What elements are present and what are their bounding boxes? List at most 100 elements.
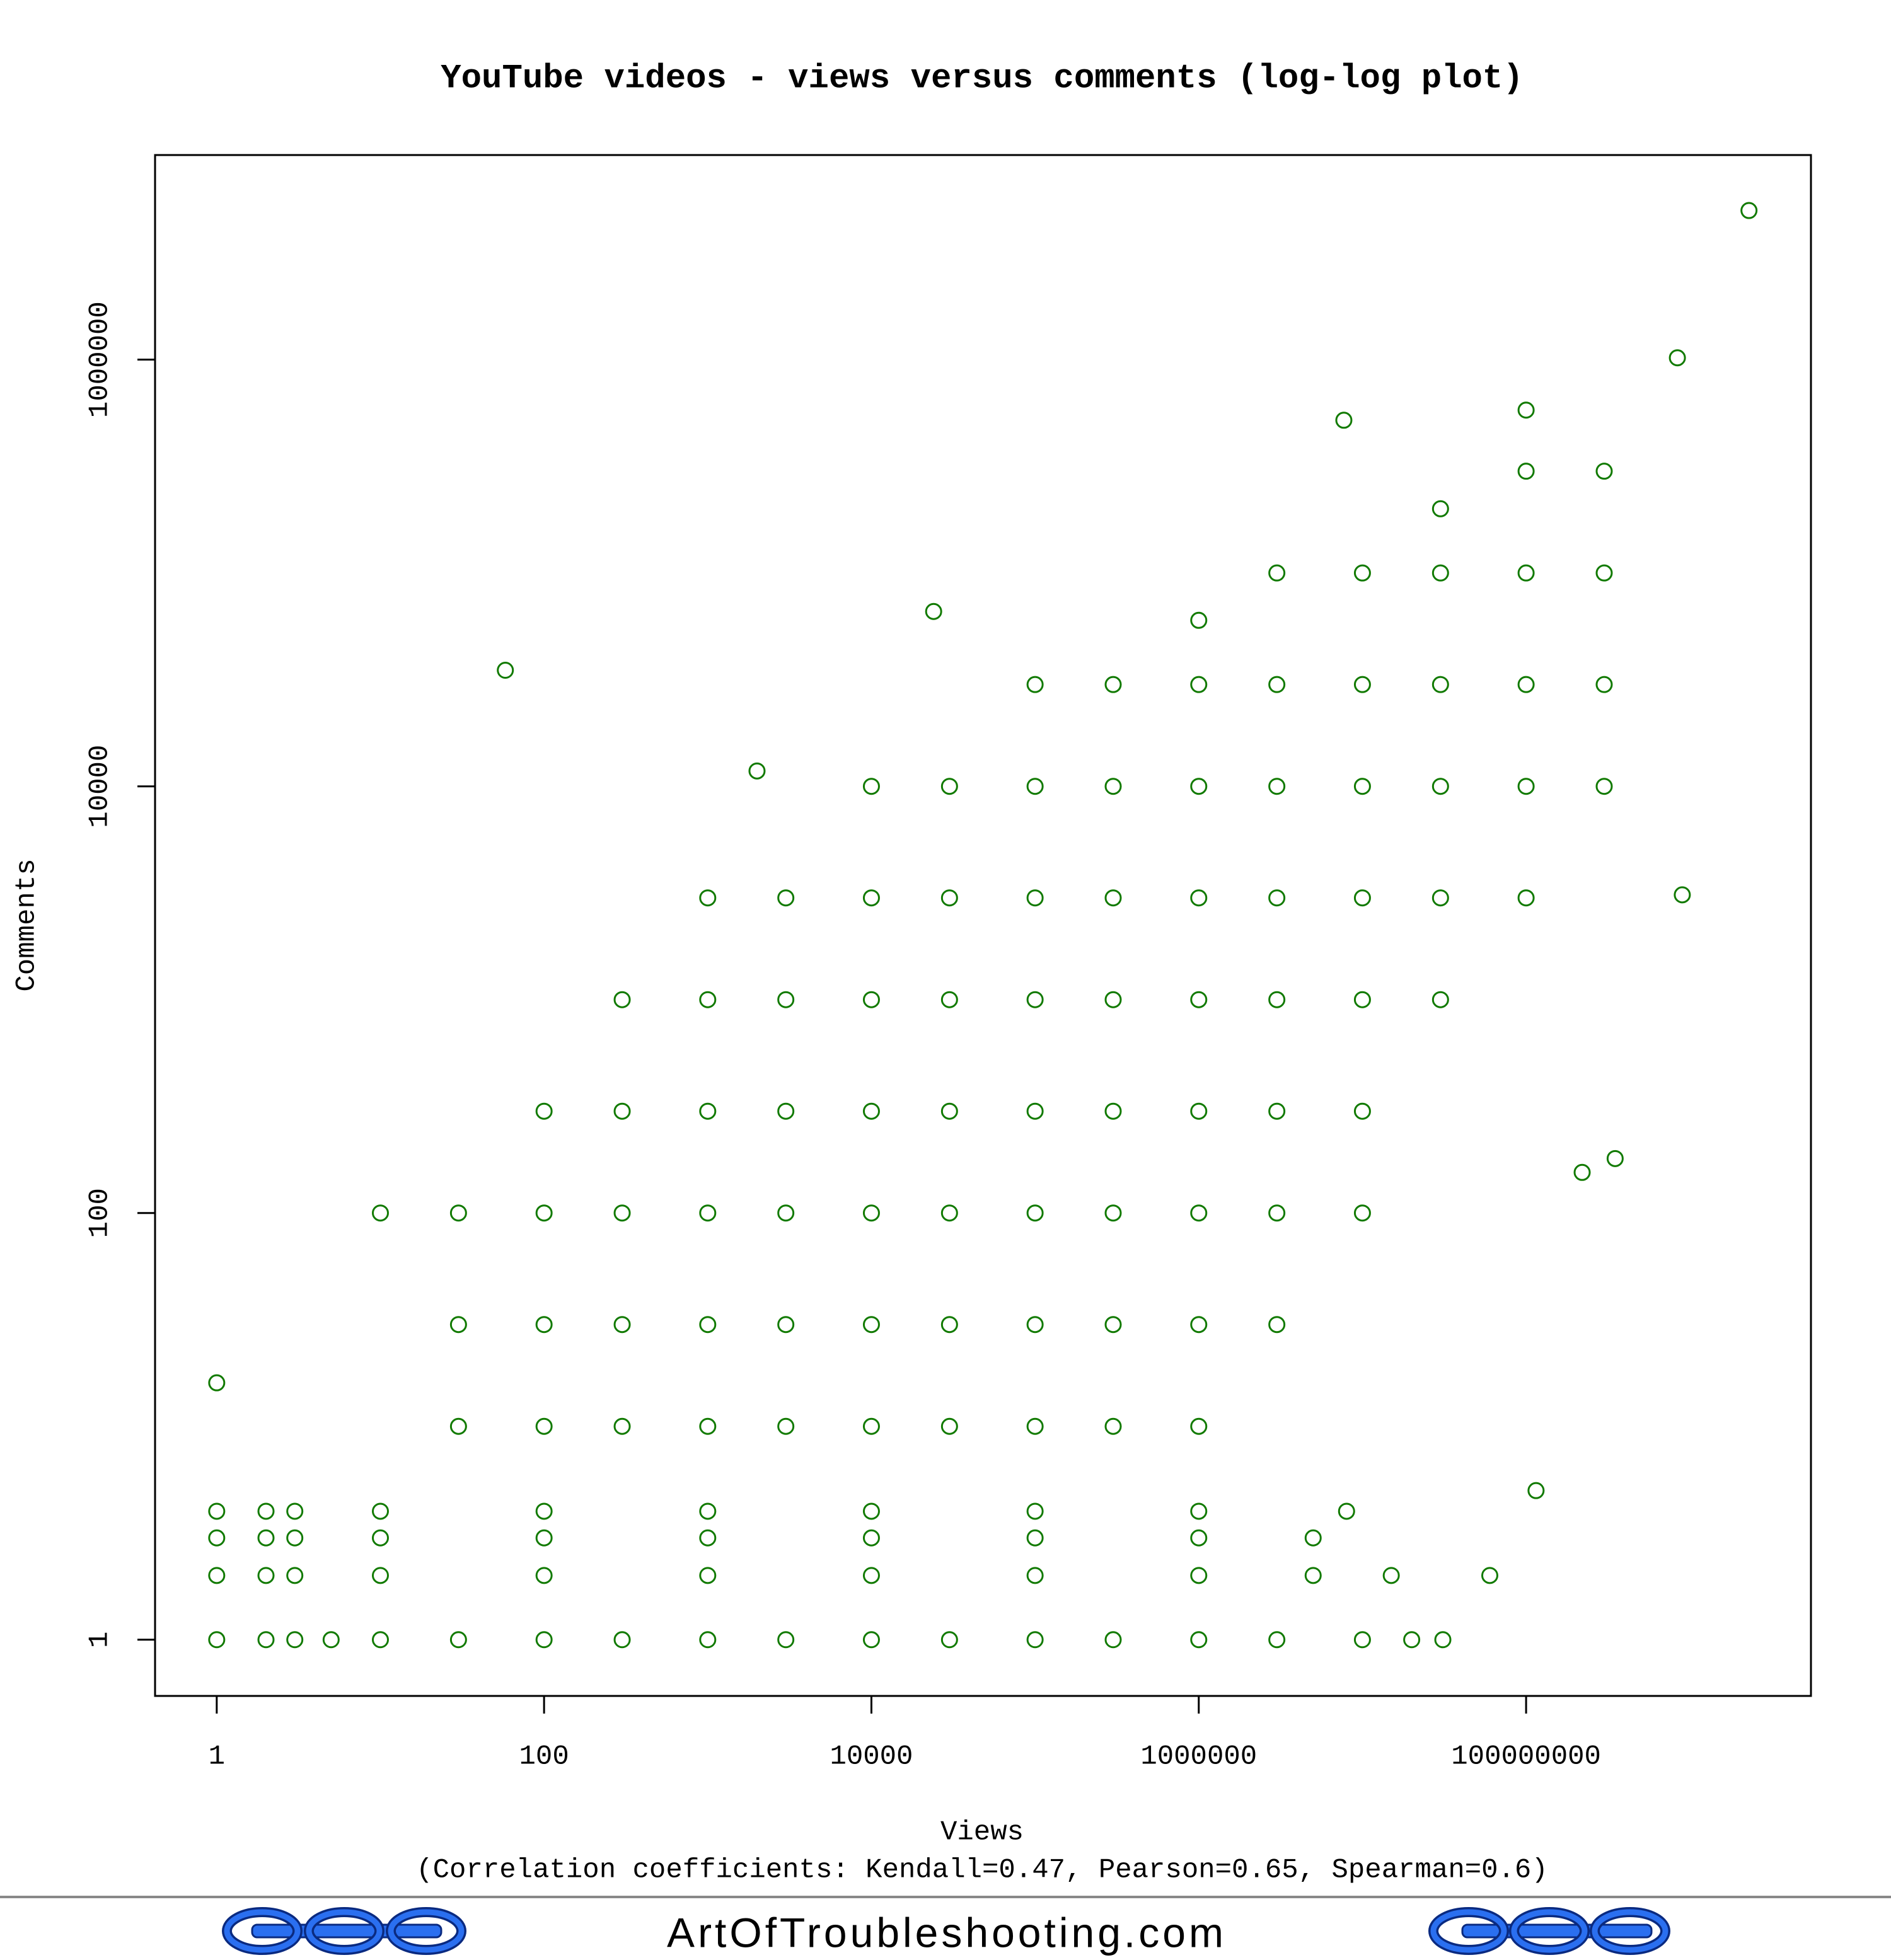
point xyxy=(1190,1502,1208,1520)
point xyxy=(748,762,766,780)
point xyxy=(1431,500,1449,517)
plot-frame xyxy=(154,154,1812,1697)
point xyxy=(257,1567,275,1584)
point xyxy=(371,1502,389,1520)
point xyxy=(1026,1102,1044,1120)
point xyxy=(449,1631,467,1649)
x-tick-label: 10000 xyxy=(830,1741,913,1773)
point xyxy=(862,1529,880,1547)
point xyxy=(1527,1482,1545,1499)
point xyxy=(371,1631,389,1649)
point xyxy=(699,1502,717,1520)
point xyxy=(613,1417,631,1435)
point xyxy=(1431,991,1449,1008)
point xyxy=(371,1204,389,1222)
point xyxy=(777,1102,795,1120)
point xyxy=(1353,778,1371,795)
point xyxy=(613,1102,631,1120)
points xyxy=(208,202,1758,1649)
x-tick-label: 1000000 xyxy=(1140,1741,1257,1773)
y-axis-label: Comments xyxy=(11,858,43,991)
point xyxy=(1268,1102,1286,1120)
point xyxy=(535,1631,553,1649)
point xyxy=(208,1567,226,1584)
point xyxy=(699,1417,717,1435)
point xyxy=(1304,1529,1322,1547)
point xyxy=(1353,1102,1371,1120)
point xyxy=(940,1102,958,1120)
point xyxy=(613,991,631,1008)
point xyxy=(1517,778,1535,795)
point xyxy=(1431,564,1449,582)
point xyxy=(449,1316,467,1334)
point xyxy=(1190,1204,1208,1222)
point xyxy=(1026,778,1044,795)
point xyxy=(1481,1567,1498,1584)
point xyxy=(1740,202,1758,219)
x-axis-label: Views xyxy=(940,1817,1024,1848)
point xyxy=(1190,1102,1208,1120)
point xyxy=(257,1502,275,1520)
point xyxy=(1353,889,1371,907)
point xyxy=(322,1631,340,1649)
point xyxy=(535,1417,553,1435)
point xyxy=(940,1417,958,1435)
point xyxy=(1190,991,1208,1008)
point xyxy=(862,1204,880,1222)
point xyxy=(862,1567,880,1584)
point xyxy=(1026,1204,1044,1222)
point xyxy=(699,1204,717,1222)
point xyxy=(1026,676,1044,693)
point xyxy=(1517,889,1535,907)
point xyxy=(1353,991,1371,1008)
point xyxy=(940,1204,958,1222)
point xyxy=(613,1204,631,1222)
point xyxy=(1104,778,1122,795)
point xyxy=(535,1102,553,1120)
point xyxy=(1190,889,1208,907)
point xyxy=(1353,676,1371,693)
point xyxy=(497,662,514,679)
point xyxy=(1026,991,1044,1008)
point xyxy=(208,1374,226,1392)
point xyxy=(777,1204,795,1222)
y-tick-label: 100 xyxy=(84,1188,116,1238)
point xyxy=(1190,1567,1208,1584)
point xyxy=(535,1529,553,1547)
point xyxy=(699,1316,717,1334)
point xyxy=(1517,676,1535,693)
point xyxy=(1674,886,1691,904)
point xyxy=(1190,1417,1208,1435)
point xyxy=(613,1316,631,1334)
point xyxy=(1190,676,1208,693)
y-tick-label: 1000000 xyxy=(84,301,116,418)
point xyxy=(1338,1502,1355,1520)
point xyxy=(1104,676,1122,693)
point xyxy=(535,1502,553,1520)
point xyxy=(1304,1567,1322,1584)
point xyxy=(1026,1316,1044,1334)
point xyxy=(777,1316,795,1334)
point xyxy=(1268,889,1286,907)
point xyxy=(1595,676,1613,693)
point xyxy=(777,1631,795,1649)
point xyxy=(699,1567,717,1584)
point xyxy=(1668,349,1686,367)
point xyxy=(1595,463,1613,480)
point xyxy=(535,1204,553,1222)
point xyxy=(1104,889,1122,907)
point xyxy=(777,991,795,1008)
point xyxy=(208,1502,226,1520)
point xyxy=(1595,778,1613,795)
footer-site: ArtOfTroubleshooting.com xyxy=(667,1909,1227,1956)
point xyxy=(699,991,717,1008)
point xyxy=(862,1417,880,1435)
point xyxy=(1335,412,1353,429)
point xyxy=(257,1529,275,1547)
point xyxy=(862,889,880,907)
x-tick-label: 100 xyxy=(519,1741,569,1773)
point xyxy=(940,778,958,795)
point xyxy=(1403,1631,1421,1649)
point xyxy=(699,1631,717,1649)
point xyxy=(777,1417,795,1435)
